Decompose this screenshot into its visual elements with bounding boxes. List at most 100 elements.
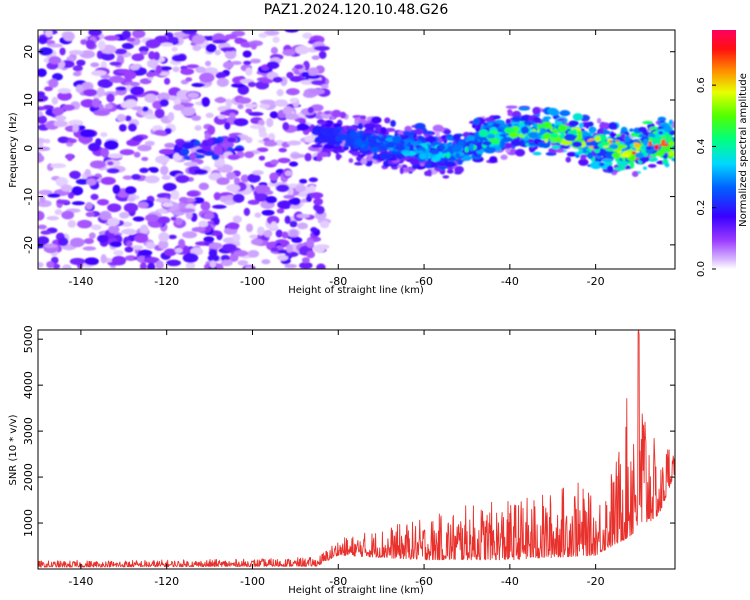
heatmap-cell <box>60 184 73 192</box>
heatmap-cell <box>598 128 604 136</box>
heatmap-cell <box>38 146 51 151</box>
heatmap-cell <box>100 147 110 158</box>
heatmap-cell <box>266 61 280 69</box>
heatmap-cell <box>370 116 382 124</box>
heatmap-cell <box>202 146 212 152</box>
heatmap-cell <box>215 72 227 79</box>
heatmap-cell <box>392 135 402 144</box>
heatmap-cell <box>57 88 72 94</box>
heatmap-cell <box>118 124 127 132</box>
heatmap-cell <box>642 128 647 136</box>
heatmap-cell <box>237 104 244 110</box>
heatmap-cell <box>38 210 45 221</box>
colorbar-tick-label: 0.4 <box>696 138 707 154</box>
heatmap-cell <box>443 136 448 145</box>
heatmap-cell <box>590 161 602 170</box>
heatmap-cell <box>639 156 650 163</box>
heatmap-cell <box>80 39 88 45</box>
heatmap-cell <box>220 259 233 267</box>
heatmap-cell <box>38 224 47 230</box>
heatmap-cell <box>451 145 463 153</box>
heatmap-cell <box>214 97 227 103</box>
heatmap-cell <box>172 66 180 73</box>
heatmap-cell <box>457 140 465 147</box>
heatmap-cell <box>568 120 579 127</box>
heatmap-cell <box>208 242 223 250</box>
heatmap-cell <box>233 177 241 185</box>
heatmap-cell <box>106 93 115 103</box>
heatmap-cell <box>199 72 215 83</box>
heatmap-cell <box>204 151 215 156</box>
heatmap-cell <box>67 192 75 199</box>
heatmap-cell <box>384 117 391 124</box>
heatmap-cell <box>100 52 115 61</box>
heatmap-cell <box>132 216 145 222</box>
heatmap-cell <box>244 103 259 108</box>
heatmap-cell <box>261 259 271 265</box>
heatmap-cell <box>224 49 237 60</box>
heatmap-cell <box>62 264 72 269</box>
heatmap-cell <box>559 110 571 117</box>
heatmap-cell <box>501 137 513 143</box>
heatmap-cell <box>518 106 531 111</box>
heatmap-cell <box>302 32 313 39</box>
heatmap-cell <box>317 151 329 157</box>
heatmap-cell <box>510 139 522 147</box>
heatmap-cell <box>124 81 141 87</box>
heatmap-cell <box>571 141 583 148</box>
heatmap-cell <box>320 84 329 89</box>
heatmap-cell <box>227 137 237 143</box>
heatmap-cell <box>309 88 325 95</box>
heatmap-cell <box>131 174 141 181</box>
heatmap-cell <box>121 30 131 40</box>
heatmap-cell <box>354 138 363 147</box>
heatmap-cell <box>139 167 149 174</box>
heatmap-cell <box>390 119 396 127</box>
heatmap-cell <box>248 111 264 117</box>
heatmap-cell <box>137 249 153 257</box>
heatmap-cell <box>159 98 169 107</box>
heatmap-cell <box>629 143 635 147</box>
spectrogram-y-tick-label: -10 <box>22 188 35 206</box>
heatmap-cell <box>54 209 63 215</box>
heatmap-cell <box>91 70 107 77</box>
heatmap-cell <box>51 96 59 105</box>
heatmap-cell <box>297 222 309 230</box>
heatmap-cell <box>211 153 220 161</box>
heatmap-cell <box>231 83 245 88</box>
heatmap-cell <box>605 148 615 152</box>
heatmap-cell <box>254 212 262 218</box>
heatmap-cell <box>668 150 675 157</box>
snr-panel: -140 -120 -100 -80 -60 -40 -20 1000 2000 3000 400… <box>8 325 676 596</box>
heatmap-cell <box>175 217 183 226</box>
heatmap-cell <box>48 78 59 88</box>
heatmap-cell <box>85 39 96 49</box>
heatmap-cell <box>162 202 174 208</box>
heatmap-cell <box>624 135 631 143</box>
heatmap-cell <box>192 197 205 204</box>
heatmap-cell <box>457 159 463 165</box>
heatmap-cell <box>285 113 299 120</box>
heatmap-cell <box>455 152 461 159</box>
heatmap-cell <box>224 121 231 130</box>
heatmap-cell <box>447 141 454 147</box>
heatmap-cell <box>288 229 299 238</box>
heatmap-cell <box>258 155 266 161</box>
heatmap-cell <box>319 220 330 229</box>
heatmap-cell <box>318 50 327 59</box>
heatmap-cell <box>270 159 279 165</box>
heatmap-cell <box>185 77 193 82</box>
heatmap-cell <box>259 103 270 109</box>
snr-series-line <box>38 330 675 568</box>
heatmap-cell <box>191 227 206 233</box>
heatmap-cell <box>158 239 169 250</box>
heatmap-cell <box>67 138 77 144</box>
heatmap-cell <box>56 199 70 204</box>
heatmap-cell <box>299 178 308 184</box>
heatmap-cell <box>403 168 416 172</box>
heatmap-cell <box>145 39 161 49</box>
heatmap-cell <box>259 99 276 105</box>
colorbar: 0.0 0.2 0.4 0.6 Normalized spectral amplitu… <box>696 30 749 277</box>
heatmap-cell <box>524 114 529 122</box>
heatmap-cell <box>419 162 425 167</box>
